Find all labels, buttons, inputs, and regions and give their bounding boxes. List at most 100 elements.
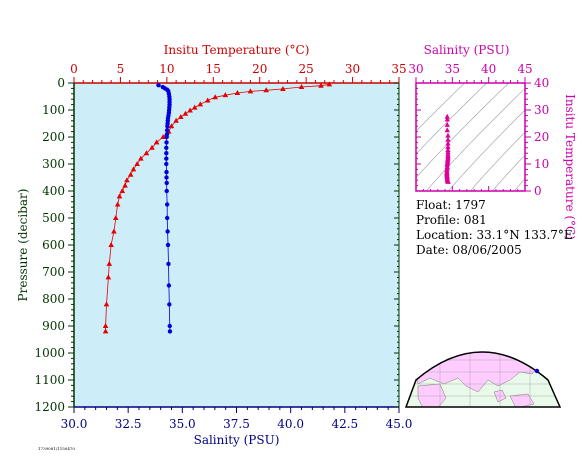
temperature-point xyxy=(127,171,134,177)
map-outline xyxy=(404,351,562,408)
temperature-point xyxy=(326,81,333,87)
temperature-point xyxy=(130,166,137,172)
top-tick-label: 20 xyxy=(252,62,267,76)
temperature-point xyxy=(112,215,119,220)
salinity-point xyxy=(165,242,171,248)
salinity-point xyxy=(166,283,172,288)
bottom-tick-label: 35.0 xyxy=(169,417,196,431)
salinity-point xyxy=(167,323,172,329)
temperature-point xyxy=(143,150,150,156)
ts-point xyxy=(444,116,450,122)
left-tick-label: 900 xyxy=(42,319,65,333)
top-axis-title: Insitu Temperature (°C) xyxy=(164,43,310,57)
ts-plot-background xyxy=(416,83,525,191)
salinity-point xyxy=(164,161,169,167)
temperature-point xyxy=(204,97,211,103)
salinity-point xyxy=(164,180,169,186)
left-tick-label: 400 xyxy=(42,184,65,198)
ts-point xyxy=(444,127,450,133)
temperature-point xyxy=(173,117,179,123)
density-contour-line xyxy=(447,109,525,191)
temperature-point xyxy=(263,87,270,93)
ts-point xyxy=(445,136,451,142)
temperature-point xyxy=(119,188,126,193)
temperature-point xyxy=(168,123,175,129)
ts-point xyxy=(445,132,451,138)
temperature-point xyxy=(187,107,193,113)
temperature-point xyxy=(102,323,109,328)
float-id-label: Float: 1797 xyxy=(416,198,486,212)
ts-top-axis-title: Salinity (PSU) xyxy=(424,43,510,57)
temperature-point xyxy=(247,88,254,94)
temperature-point xyxy=(122,182,128,188)
temperature-point xyxy=(197,101,204,107)
left-tick-label: 600 xyxy=(42,238,65,252)
salinity-point xyxy=(165,124,170,129)
ts-point xyxy=(445,178,451,184)
top-tick-label: 25 xyxy=(299,62,314,76)
temperature-point xyxy=(191,104,198,110)
world-map-inset xyxy=(404,351,562,408)
temperature-point xyxy=(116,193,123,199)
salinity-point xyxy=(166,261,171,267)
temperature-point xyxy=(182,110,189,116)
salinity-point xyxy=(164,175,169,180)
temperature-point xyxy=(153,139,160,145)
salinity-point xyxy=(164,156,169,161)
ts-point xyxy=(445,140,451,146)
ts-top-tick-label: 35 xyxy=(445,62,460,76)
density-contour-line xyxy=(425,88,525,191)
temperature-point xyxy=(318,82,324,88)
temperature-point xyxy=(298,84,305,90)
salinity-point xyxy=(156,82,161,88)
bottom-tick-label: 45.0 xyxy=(386,417,413,431)
ts-right-tick-label: 10 xyxy=(534,157,549,171)
temperature-point xyxy=(114,201,121,207)
temperature-point xyxy=(177,114,184,120)
temperature-point xyxy=(105,274,112,280)
top-tick-label: 35 xyxy=(391,62,406,76)
temperature-point xyxy=(149,144,155,150)
salinity-point xyxy=(164,215,170,221)
salinity-point xyxy=(164,128,170,133)
temperature-point xyxy=(138,155,144,161)
ts-top-tick-label: 40 xyxy=(481,62,496,76)
temperature-point xyxy=(234,89,241,95)
temperature-point xyxy=(111,228,117,234)
ts-right-tick-label: 0 xyxy=(534,184,542,198)
salinity-point xyxy=(164,188,169,194)
temperature-point xyxy=(280,85,286,91)
temperature-point xyxy=(106,260,113,266)
density-contour-line xyxy=(416,83,488,155)
salinity-point xyxy=(164,134,169,140)
left-tick-label: 1200 xyxy=(34,400,65,414)
top-tick-label: 30 xyxy=(345,62,360,76)
footnote-id: 1739081/1150470 xyxy=(38,446,75,451)
ts-right-tick-label: 40 xyxy=(534,76,549,90)
left-tick-label: 500 xyxy=(42,211,65,225)
plot-background xyxy=(74,83,399,407)
salinity-point xyxy=(165,229,170,234)
ts-point xyxy=(445,143,451,149)
left-tick-label: 300 xyxy=(42,157,65,171)
left-tick-label: 100 xyxy=(42,103,65,117)
australia-landmass xyxy=(509,393,535,407)
bottom-tick-label: 42.5 xyxy=(331,417,358,431)
left-tick-label: 700 xyxy=(42,265,65,279)
density-contour-line xyxy=(416,83,510,179)
salinity-point xyxy=(164,169,169,175)
location-label: Location: 33.1°N 133.7°E xyxy=(416,228,573,242)
float-location-marker xyxy=(534,368,540,374)
temperature-point xyxy=(222,92,229,98)
temperature-point xyxy=(134,161,140,166)
density-contours xyxy=(416,83,525,191)
left-tick-label: 200 xyxy=(42,130,65,144)
ts-top-tick-label: 30 xyxy=(408,62,423,76)
temperature-point xyxy=(102,328,109,334)
pressure-profile-chart: 0 5 10 15 20 25 30 35 Insitu Temperature (°C) 30.… xyxy=(16,43,412,447)
profile-id-label: Profile: 081 xyxy=(416,213,487,227)
temperature-point xyxy=(160,134,166,139)
top-tick-label: 0 xyxy=(70,62,78,76)
